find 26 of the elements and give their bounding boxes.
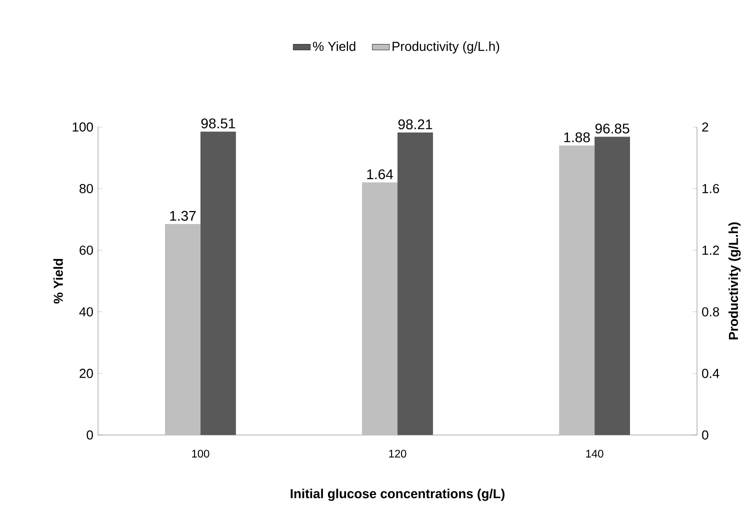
y2-tick-label: 1.2 [702, 246, 719, 255]
y-tick-label: 80 [80, 184, 93, 194]
y2-axis-title: Productivity (g/L.h) [728, 222, 741, 340]
y-axis-title: % Yield [53, 258, 63, 304]
y-tick-label: 60 [80, 246, 93, 255]
data-label: 98.51 [201, 118, 236, 128]
data-label: 96.85 [595, 124, 630, 134]
data-label: 98.21 [398, 119, 432, 130]
y-tick-label: 20 [80, 368, 93, 378]
data-label: 1.88 [564, 132, 590, 142]
y2-tick-label: 0.8 [702, 307, 720, 316]
y2-tick-label: 1.6 [702, 184, 720, 194]
data-label: 1.64 [367, 169, 393, 180]
y2-tick-label: 2 [702, 122, 708, 132]
data-label: 1.37 [170, 210, 196, 221]
x-tick-label: 120 [389, 450, 406, 458]
y-tick-label: 40 [79, 307, 93, 316]
y2-tick-label: 0 [702, 430, 708, 440]
x-tick-label: 100 [192, 450, 210, 458]
y-tick-label: 0 [86, 430, 93, 440]
y-tick-label: 100 [72, 122, 93, 132]
y2-tick-label: 0.4 [702, 368, 720, 378]
x-tick-label: 140 [586, 450, 604, 458]
legend-label: Productivity (g/L.h) [392, 41, 500, 54]
legend-label: % Yield [312, 41, 356, 51]
x-axis-title: Initial glucose concentrations (g/L) [290, 488, 504, 501]
